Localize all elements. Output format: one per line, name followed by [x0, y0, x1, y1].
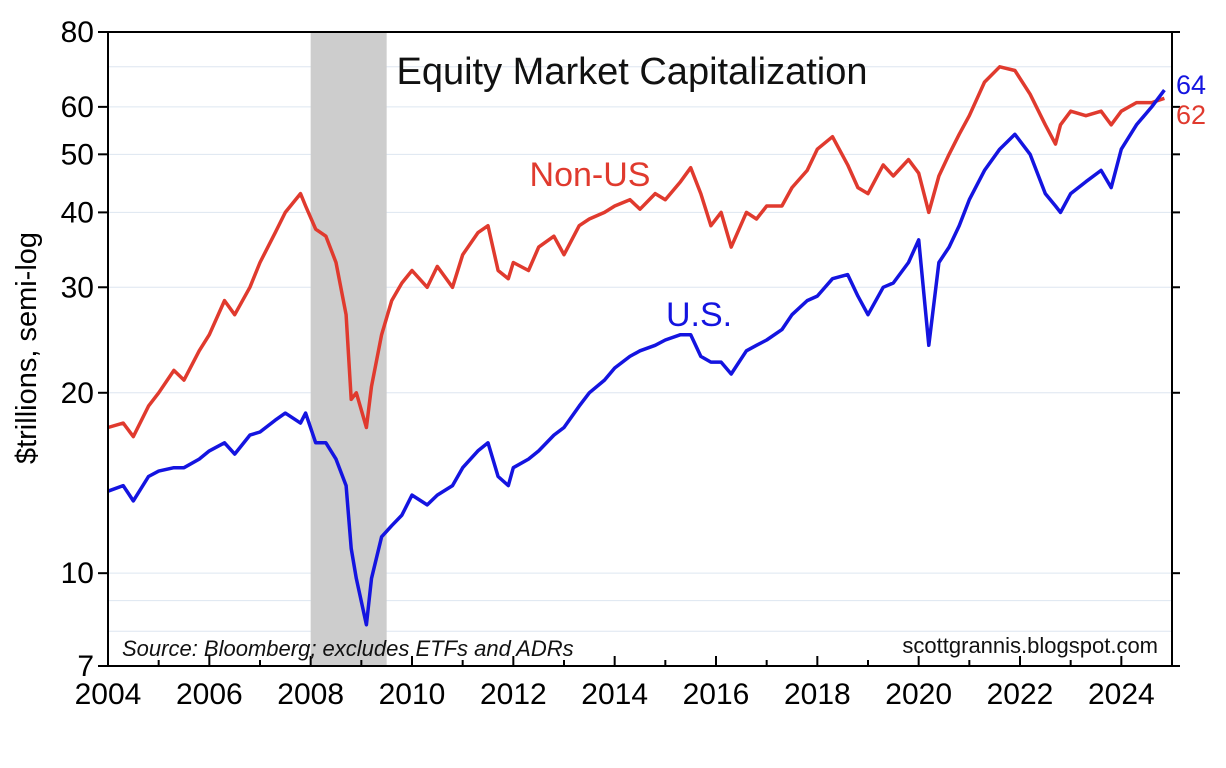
y-tick-label: 40 — [61, 196, 94, 229]
blog-credit: scottgrannis.blogspot.com — [902, 633, 1158, 658]
y-axis-label: $trillions, semi-log — [11, 232, 43, 464]
source-note: Source: Bloomberg; excludes ETFs and ADR… — [122, 636, 574, 661]
y-tick-label: 50 — [61, 138, 94, 171]
x-tick-label: 2006 — [176, 678, 243, 711]
series-label-us: U.S. — [666, 296, 732, 334]
series-line-us — [107, 89, 1166, 627]
x-axis: 2004 2006 2008 2010 2012 2014 2016 2018 2020 2022… — [75, 656, 1173, 711]
y-tick-label: 7 — [77, 650, 94, 683]
y-tick-label: 30 — [61, 271, 94, 304]
y-tick-label: 10 — [61, 557, 94, 590]
x-tick-label: 2020 — [885, 678, 952, 711]
y-axis: 7 10 20 30 40 50 60 80 — [61, 16, 1180, 683]
y-tick-label: 60 — [61, 91, 94, 124]
series-line-non-us — [107, 65, 1165, 439]
x-tick-label: 2004 — [75, 678, 142, 711]
series-lines — [107, 65, 1166, 627]
x-tick-label: 2022 — [987, 678, 1054, 711]
x-tick-label: 2012 — [480, 678, 547, 711]
x-tick-label: 2016 — [683, 678, 750, 711]
x-tick-label: 2014 — [581, 678, 648, 711]
plot-frame — [107, 31, 1173, 667]
series-label-non-us: Non-US — [530, 156, 651, 194]
end-value-non-us: 62 — [1176, 100, 1206, 130]
y-tick-label: 20 — [61, 377, 94, 410]
end-value-us: 64 — [1176, 70, 1206, 100]
x-tick-label: 2008 — [277, 678, 344, 711]
chart-title: Equity Market Capitalization — [397, 51, 868, 93]
grid-lines — [108, 31, 1172, 632]
y-tick-label: 80 — [61, 16, 94, 49]
x-tick-label: 2010 — [379, 678, 446, 711]
x-tick-label: 2018 — [784, 678, 851, 711]
x-tick-label: 2024 — [1088, 678, 1155, 711]
